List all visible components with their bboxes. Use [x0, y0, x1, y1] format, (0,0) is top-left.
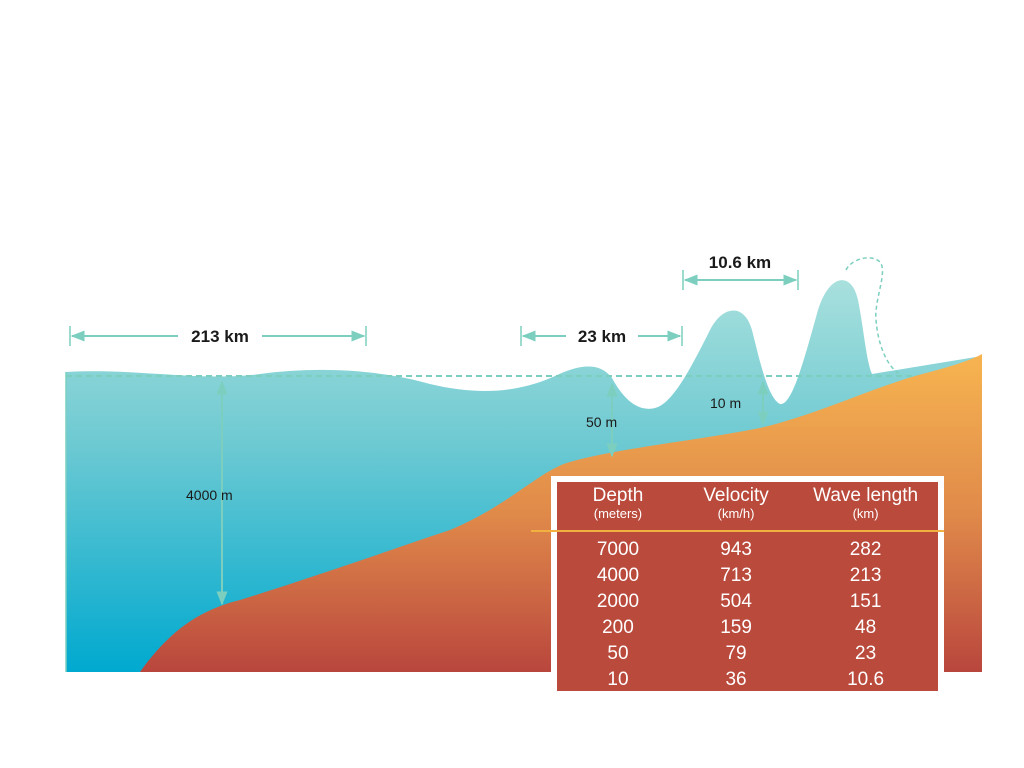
cell-depth: 7000: [596, 539, 640, 560]
table-row: 4000 713 213: [557, 563, 938, 589]
cell-velocity: 36: [725, 669, 747, 690]
header-depth: Depth (meters): [592, 485, 644, 522]
span-23-km-label: 23 km: [578, 327, 626, 346]
wave-data-table: Depth (meters) Velocity (km/h) Wave leng…: [531, 476, 944, 698]
table-row: 10 36 10.6: [557, 667, 938, 693]
cell-depth: 4000: [596, 565, 640, 586]
cell-depth: 50: [607, 643, 629, 664]
cell-velocity: 79: [725, 643, 747, 664]
cell-depth: 2000: [596, 591, 640, 612]
span-213-km-arrow: [69, 326, 367, 346]
cell-depth: 200: [602, 617, 634, 638]
header-wave-length: Wave length (km): [813, 485, 919, 522]
table-row: 200 159 48: [557, 615, 938, 641]
header-rule: [531, 530, 944, 532]
cell-wave-length: 23: [855, 643, 877, 664]
cell-wave-length: 213: [849, 565, 882, 586]
cell-wave-length: 10.6: [847, 669, 885, 690]
table-body: 7000 943 282 4000 713 213 2000 504 151 2…: [557, 537, 938, 693]
table-row: 50 79 23: [557, 641, 938, 667]
span-213-km-label: 213 km: [191, 327, 249, 346]
depth-10-label: 10 m: [710, 395, 741, 411]
span-10-6-km-label: 10.6 km: [709, 253, 771, 272]
table-header: Depth (meters) Velocity (km/h) Wave leng…: [557, 482, 938, 522]
header-velocity: Velocity (km/h): [703, 485, 769, 522]
cell-velocity: 159: [720, 617, 752, 638]
table-row: 2000 504 151: [557, 589, 938, 615]
breaking-wave-outline: [845, 257, 901, 375]
cell-velocity: 713: [720, 565, 752, 586]
cell-velocity: 943: [720, 539, 752, 560]
depth-50-label: 50 m: [586, 414, 617, 430]
cell-wave-length: 151: [849, 591, 882, 612]
cell-depth: 10: [607, 669, 629, 690]
cell-velocity: 504: [720, 591, 752, 612]
cell-wave-length: 282: [849, 539, 882, 560]
table-row: 7000 943 282: [557, 537, 938, 563]
span-10-6-km-arrow: [682, 270, 799, 290]
cell-wave-length: 48: [855, 617, 877, 638]
span-23-km-arrow: [520, 326, 683, 346]
depth-4000-label: 4000 m: [186, 487, 233, 503]
